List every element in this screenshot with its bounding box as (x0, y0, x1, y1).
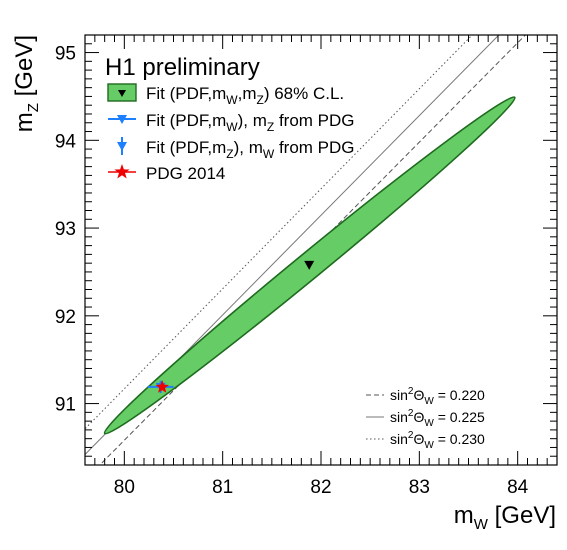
tick-labels: 80 81 82 83 84 91 92 93 94 95 (55, 44, 529, 498)
x-axis-title: mW [GeV] (454, 502, 556, 533)
legend-swatch-star (114, 164, 130, 179)
legend-label: Fit (PDF,mW), mZ from PDG (146, 111, 355, 134)
sin2-legend-label: sin2ΘW = 0.225 (390, 408, 485, 429)
y-tick-label: 91 (55, 395, 76, 416)
x-tick-label: 83 (409, 477, 430, 498)
pdg-2014-star (155, 380, 169, 393)
axis-ticks (84, 34, 558, 466)
y-tick-label: 93 (55, 219, 76, 240)
fit-point-triangle (304, 260, 315, 270)
legend-swatch-contour-marker (118, 90, 126, 97)
legend-swatch-xerr-marker (117, 115, 127, 124)
y-tick-label: 92 (55, 307, 76, 328)
x-tick-label: 84 (507, 477, 529, 498)
legend-label: Fit (PDF,mW,mZ) 68% C.L. (146, 84, 344, 107)
legend-label: PDG 2014 (146, 164, 225, 183)
sin2-legend-label: sin2ΘW = 0.230 (390, 430, 485, 451)
y-axis-title: mZ [GeV] (11, 35, 42, 132)
h1-preliminary-banner: H1 preliminary (105, 54, 260, 81)
y-tick-label: 94 (55, 131, 77, 152)
legend-swatch-yerr-marker (117, 142, 127, 151)
x-tick-label: 81 (212, 477, 233, 498)
x-tick-label: 80 (114, 477, 135, 498)
legend: Fit (PDF,mW,mZ) 68% C.L. Fit (PDF,mW), mZ… (107, 83, 355, 183)
x-tick-label: 82 (310, 477, 331, 498)
y-tick-label: 95 (55, 44, 76, 65)
points-layer (147, 260, 315, 394)
sin2-legend-label: sin2ΘW = 0.220 (390, 386, 485, 407)
legend-label: Fit (PDF,mZ), mW from PDG (146, 138, 355, 161)
sin2-line-0-230 (85, 35, 473, 430)
